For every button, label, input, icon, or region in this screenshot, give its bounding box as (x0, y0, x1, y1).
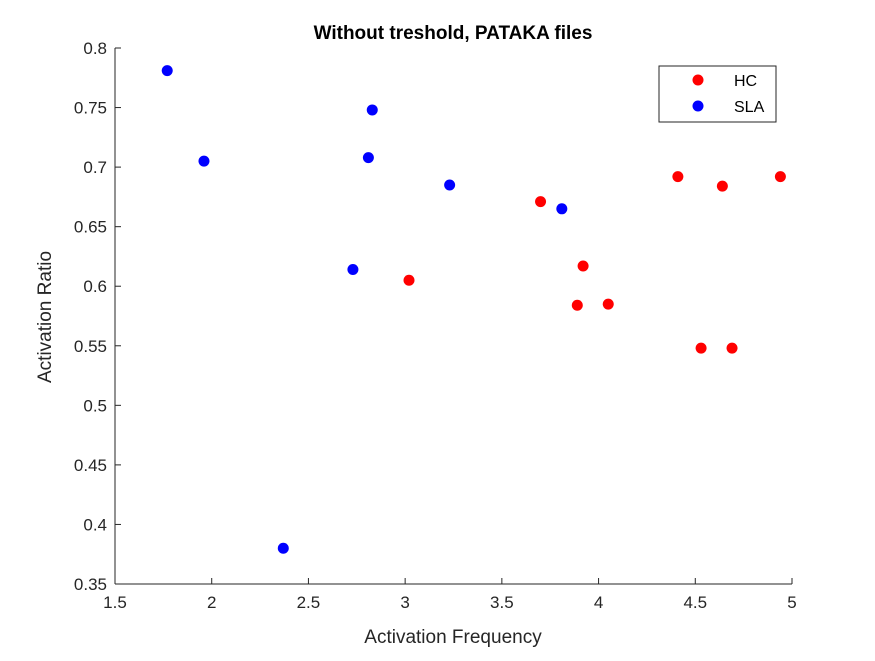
x-tick-label: 3.5 (490, 593, 514, 612)
data-point-sla (362, 152, 374, 164)
x-axis-label: Activation Frequency (364, 627, 542, 648)
y-tick-label: 0.8 (83, 39, 107, 58)
y-tick-label: 0.35 (74, 575, 107, 594)
data-point-sla (366, 104, 378, 116)
data-point-sla (444, 179, 456, 191)
x-tick-label: 2.5 (297, 593, 321, 612)
x-tick-label: 4.5 (683, 593, 707, 612)
data-point-hc (602, 298, 614, 310)
y-tick-label: 0.5 (83, 396, 107, 415)
y-axis-label: Activation Ratio (35, 251, 56, 383)
y-tick-label: 0.6 (83, 277, 107, 296)
x-tick-label: 4 (594, 593, 603, 612)
y-tick-label: 0.65 (74, 218, 107, 237)
y-tick-label: 0.55 (74, 337, 107, 356)
data-point-hc (726, 342, 738, 354)
data-point-hc (535, 196, 547, 208)
data-point-hc (577, 260, 589, 272)
y-tick-label: 0.45 (74, 456, 107, 475)
axes (114, 48, 792, 585)
data-points (161, 65, 786, 554)
data-point-sla (556, 203, 568, 215)
x-tick-label: 2 (207, 593, 216, 612)
data-point-sla (198, 155, 210, 167)
legend-box (658, 65, 777, 123)
y-tick-label: 0.4 (83, 515, 107, 534)
chart-title: Without treshold, PATAKA files (314, 23, 593, 44)
legend: HC SLA (658, 65, 777, 123)
data-point-sla (161, 65, 173, 77)
x-tick-label: 3 (400, 593, 409, 612)
data-point-hc (774, 171, 786, 183)
data-point-hc (672, 171, 684, 183)
x-tick-label: 5 (787, 593, 796, 612)
data-point-sla (277, 542, 289, 554)
legend-marker-hc (692, 74, 704, 86)
legend-label-sla: SLA (734, 99, 765, 116)
plot-area (115, 48, 792, 584)
data-point-hc (403, 274, 415, 286)
tick-marks: 1.5 2 2.5 3 3.5 4 4.5 5 0.35 0.4 0.45 0.5 0.55 0.6 0.6… (74, 39, 797, 612)
y-tick-label: 0.75 (74, 99, 107, 118)
legend-label-hc: HC (734, 73, 757, 90)
legend-marker-sla (692, 100, 704, 112)
x-tick-label: 1.5 (103, 593, 127, 612)
data-point-sla (347, 264, 359, 276)
data-point-hc (695, 342, 707, 354)
data-point-hc (716, 180, 728, 192)
data-point-hc (571, 299, 583, 311)
y-tick-label: 0.7 (83, 158, 107, 177)
